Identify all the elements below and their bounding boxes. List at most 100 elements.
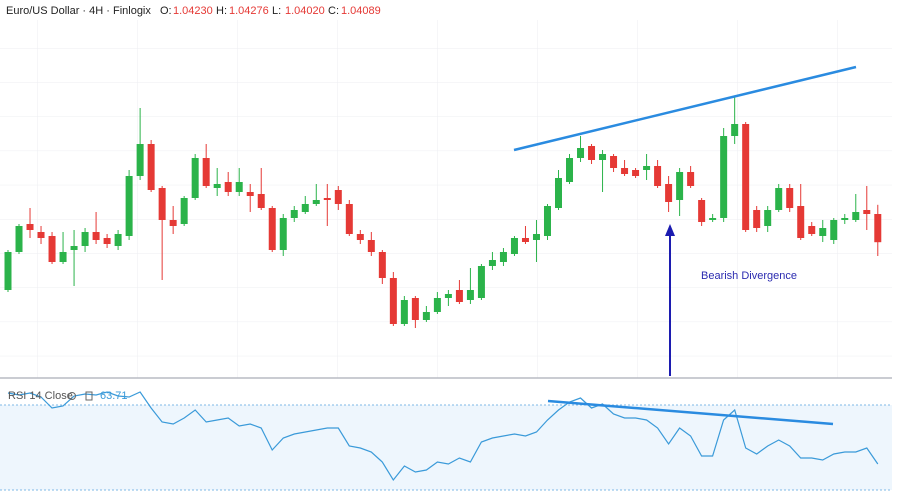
rsi-title: RSI 14 Close — [8, 390, 73, 402]
candle-body — [874, 214, 882, 243]
candle-body — [235, 182, 243, 192]
rsi-line — [7, 391, 879, 482]
candle-body — [698, 200, 706, 222]
candle-body — [521, 238, 529, 242]
candle-body — [444, 294, 452, 298]
candle-body — [59, 252, 67, 262]
candle-body — [367, 240, 375, 252]
candle-body — [632, 170, 640, 176]
candle-body — [37, 232, 45, 238]
candle-body — [433, 298, 441, 312]
candle-body — [279, 218, 287, 250]
ohlc-value: 1.04230 — [173, 5, 213, 17]
candle-body — [687, 172, 695, 186]
candle-body — [720, 136, 728, 218]
candle-body — [488, 260, 496, 266]
candle-body — [455, 290, 463, 302]
candle-body — [15, 226, 23, 252]
candle-body — [323, 198, 331, 200]
candle-body — [411, 298, 419, 320]
ohlc-value: 1.04020 — [285, 5, 325, 17]
trend-line — [513, 65, 857, 152]
candle-body — [775, 188, 783, 210]
candle-body — [81, 232, 89, 246]
candle-body — [301, 204, 309, 212]
candle-body — [356, 234, 364, 240]
candle-body — [202, 158, 210, 186]
ohlc-label: H: — [216, 5, 227, 17]
candle-body — [114, 234, 122, 246]
candle-body — [654, 166, 662, 186]
ohlc-label: C: — [328, 5, 339, 17]
candle-body — [70, 246, 78, 250]
candle-body — [180, 198, 188, 224]
candle-body — [841, 218, 849, 220]
candle-body — [191, 158, 199, 198]
candle-body — [345, 204, 353, 234]
ohlc-value: 1.04276 — [229, 5, 269, 17]
rsi-value: 63.71 — [100, 390, 128, 402]
candle-body — [48, 236, 56, 262]
candle-body — [499, 252, 507, 262]
candle-body — [477, 266, 485, 298]
annotation: Bearish Divergence — [701, 270, 797, 282]
candle-body — [786, 188, 794, 208]
candle-body — [643, 166, 651, 170]
candle-body — [466, 290, 474, 300]
candle-body — [422, 312, 430, 320]
candle-body — [753, 210, 761, 228]
candle-body — [147, 144, 155, 190]
candle-body — [378, 252, 386, 278]
candles — [4, 96, 882, 328]
candle-body — [125, 176, 133, 236]
candle-body — [334, 190, 342, 204]
candle-body — [290, 210, 298, 218]
arrow-head — [665, 224, 675, 236]
ohlc-label: O: — [160, 5, 172, 17]
candle-body — [532, 234, 540, 240]
candle-body — [136, 144, 144, 176]
candle-body — [621, 168, 629, 174]
delete-icon[interactable] — [85, 391, 93, 401]
candle-body — [808, 226, 816, 234]
title: Euro/US Dollar · 4H · Finlogix — [6, 5, 151, 17]
candle-body — [92, 232, 100, 240]
rsi-band — [0, 405, 892, 490]
candle-body — [709, 218, 717, 220]
candle-body — [863, 210, 871, 214]
grid — [0, 20, 892, 378]
candle-body — [246, 192, 254, 196]
candle-body — [599, 154, 607, 160]
candle-body — [268, 208, 276, 250]
candle-body — [588, 146, 596, 160]
candle-body — [543, 206, 551, 236]
candle-body — [566, 158, 574, 182]
candle-body — [665, 184, 673, 202]
candle-body — [610, 156, 618, 168]
candle-body — [742, 124, 750, 230]
ohlc-label: L: — [272, 5, 281, 17]
candle-body — [819, 228, 827, 236]
candle-body — [257, 194, 265, 208]
candle-body — [676, 172, 684, 200]
candle-body — [4, 252, 12, 290]
candle-body — [103, 238, 111, 244]
candle-body — [731, 124, 739, 136]
candle-body — [764, 210, 772, 226]
candle-body — [830, 220, 838, 240]
rsi — [7, 391, 879, 482]
candle-body — [26, 224, 34, 230]
settings-icon[interactable] — [68, 392, 76, 400]
trend-line — [547, 399, 834, 426]
candle-body — [389, 278, 397, 324]
candle-body — [555, 178, 562, 208]
ohlc-value: 1.04089 — [341, 5, 381, 17]
candle-body — [852, 212, 860, 220]
candle-body — [510, 238, 518, 254]
candle-body — [213, 184, 221, 188]
candle-body — [158, 188, 166, 220]
candle-body — [312, 200, 320, 204]
candle-body — [224, 182, 232, 192]
